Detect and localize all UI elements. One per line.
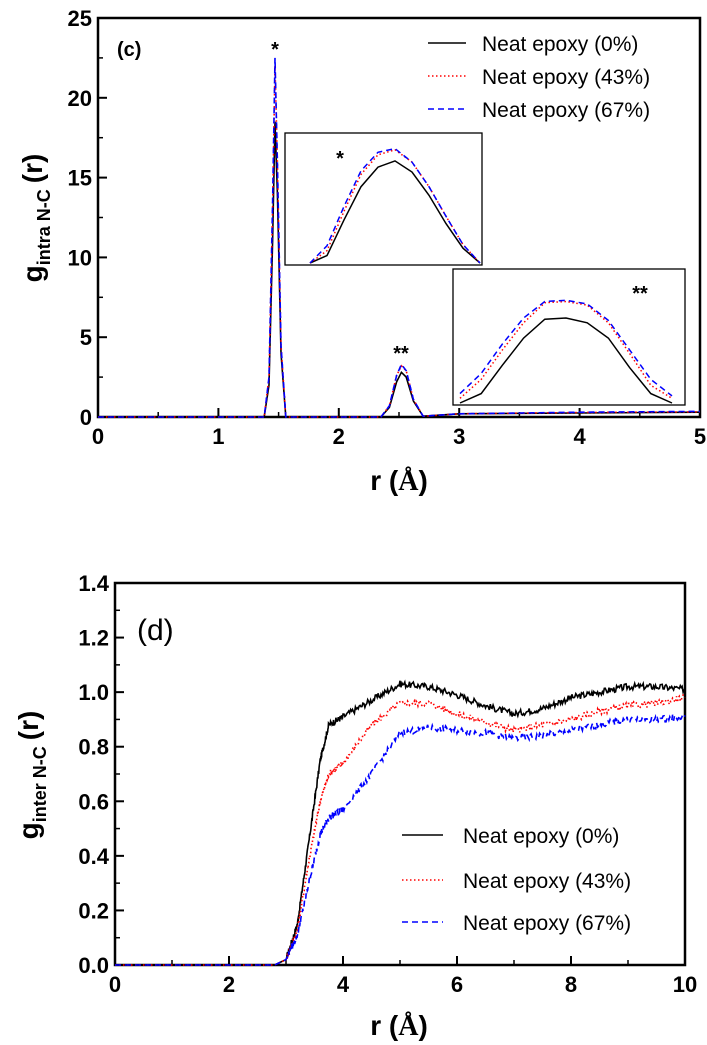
chart-c-y-tick-label: 20 xyxy=(68,86,92,111)
chart-c-legend-label-2: Neat epoxy (67%) xyxy=(482,99,650,122)
chart-d-ylabel-main: g xyxy=(13,822,44,839)
chart-d-y-axis-title: ginter N-C (r) xyxy=(13,711,50,840)
chart-d-series-line-1 xyxy=(115,693,686,966)
chart-d-x-tick-label: 2 xyxy=(223,972,235,997)
chart-d-y-tick-label: 0.8 xyxy=(78,735,109,760)
chart-d-x-axis-title: r (Å) xyxy=(370,1010,428,1042)
chart-c-x-tick-label: 5 xyxy=(694,424,706,449)
chart-c-x-tick-label: 4 xyxy=(573,424,586,449)
chart-c-annotation-peak-2: ** xyxy=(393,343,409,365)
chart-c-y-tick-label: 5 xyxy=(80,325,92,350)
chart-d-x-tick-label: 6 xyxy=(451,972,463,997)
chart-c-inset-2-frame xyxy=(452,268,686,406)
chart-c-inset-1-frame xyxy=(284,132,483,266)
chart-c-y-axis-title: gintra N-C (r) xyxy=(17,154,54,283)
chart-c-annotation-peak-1: * xyxy=(271,39,279,61)
chart-d-xlabel-main: r ( xyxy=(370,1010,399,1041)
chart-c-y-tick-label: 25 xyxy=(68,6,92,31)
chart-c-inset-2-line-1 xyxy=(459,300,673,399)
chart-c-x-tick-label: 1 xyxy=(212,424,224,449)
chart-c-x-tick-label: 2 xyxy=(333,424,345,449)
chart-c-inset-1-label: * xyxy=(336,148,344,170)
chart-c-x-tick-label: 3 xyxy=(453,424,465,449)
chart-d-x-tick-label: 10 xyxy=(673,972,697,997)
chart-c-y-tick-label: 0 xyxy=(80,405,92,430)
chart-c-legend-label-0: Neat epoxy (0%) xyxy=(482,33,638,56)
chart-d-y-tick-label: 0.4 xyxy=(78,844,109,869)
chart-d-xlabel-tail: ) xyxy=(418,1010,427,1041)
chart-c: 0 5 10 15 20 25 0 1 2 3 4 5 (c) gintra N-C (r) r (Å… xyxy=(17,6,706,497)
chart-d-plot-frame xyxy=(113,581,687,967)
chart-c-legend-label-1: Neat epoxy (43%) xyxy=(482,66,650,89)
chart-c-xlabel-unit: Å xyxy=(398,466,419,497)
chart-c-inset-2-line-0 xyxy=(459,317,673,404)
chart-d-y-tick-label: 1.4 xyxy=(78,571,109,596)
chart-c-inset-2-label: ** xyxy=(632,283,648,305)
chart-d-ylabel-sub: inter N-C xyxy=(30,746,50,822)
chart-c-inset-2: ** xyxy=(452,268,686,406)
chart-d-y-tick-label: 1.0 xyxy=(78,680,109,705)
chart-d-x-tick-label: 8 xyxy=(565,972,577,997)
chart-d-panel-label: (d) xyxy=(137,614,174,647)
chart-d-x-tick-label: 4 xyxy=(337,972,350,997)
chart-d-legend: Neat epoxy (0%) Neat epoxy (43%) Neat ep… xyxy=(402,825,631,935)
chart-d-y-tick-label: 0.2 xyxy=(78,898,109,923)
chart-c-inset-1: * xyxy=(284,132,483,266)
chart-d: 0.0 0.2 0.4 0.6 0.8 1.0 1.2 1.4 0 2 4 6 8 10 (d) gin… xyxy=(13,571,697,1042)
chart-d-series-line-0 xyxy=(115,679,686,966)
chart-c-ylabel-sub: intra N-C xyxy=(34,189,54,265)
chart-d-legend-label-1: Neat epoxy (43%) xyxy=(463,870,631,893)
chart-d-y-tick-label: 0.6 xyxy=(78,789,109,814)
chart-d-y-tick-label: 1.2 xyxy=(78,626,109,651)
chart-c-x-tick-label: 0 xyxy=(92,424,104,449)
chart-c-xlabel-tail: ) xyxy=(418,465,427,496)
chart-d-xlabel-unit: Å xyxy=(398,1011,419,1042)
chart-c-y-tick-label: 15 xyxy=(68,166,92,191)
chart-c-y-tick-label: 10 xyxy=(68,245,92,270)
chart-c-xlabel-main: r ( xyxy=(370,465,399,496)
chart-c-ylabel-main: g xyxy=(17,265,48,282)
chart-d-legend-label-0: Neat epoxy (0%) xyxy=(463,825,619,848)
chart-c-inset-2-line-2 xyxy=(459,299,673,397)
chart-d-series-line-2 xyxy=(115,712,686,966)
chart-d-legend-label-2: Neat epoxy (67%) xyxy=(463,912,631,935)
chart-d-y-tick-label: 0.0 xyxy=(78,953,109,978)
chart-c-inset-1-line-2 xyxy=(309,147,481,264)
chart-d-x-tick-label: 0 xyxy=(109,972,121,997)
chart-c-series-line-2 xyxy=(98,57,701,418)
chart-c-panel-label: (c) xyxy=(117,39,141,61)
chart-c-inset-1-line-0 xyxy=(309,160,481,264)
chart-d-ylabel-tail: (r) xyxy=(13,711,44,741)
chart-c-ylabel-tail: (r) xyxy=(17,154,48,184)
chart-c-legend: Neat epoxy (0%) Neat epoxy (43%) Neat ep… xyxy=(428,33,650,122)
chart-c-x-axis-title: r (Å) xyxy=(370,465,428,497)
